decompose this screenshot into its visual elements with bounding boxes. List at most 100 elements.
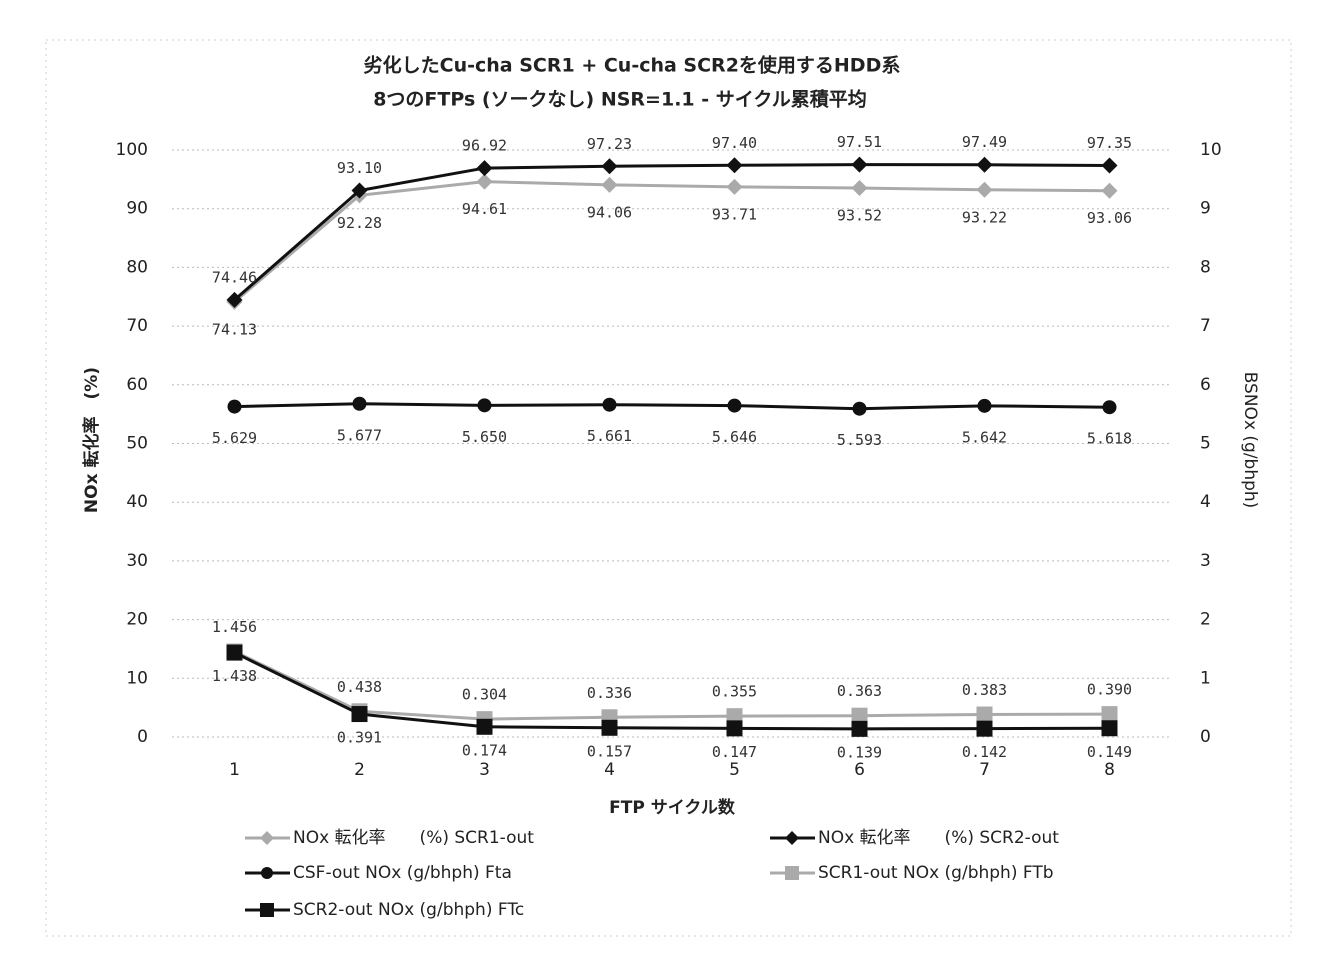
legend-marker <box>785 866 799 880</box>
marker <box>1102 720 1118 736</box>
y-tick-label: 100 <box>116 140 148 160</box>
y-tick-label: 70 <box>126 316 148 336</box>
marker <box>727 157 743 173</box>
x-tick-label: 1 <box>229 760 240 780</box>
y-tick-label: 80 <box>126 257 148 277</box>
legend-label: NOx 転化率 (%) SCR1-out <box>293 828 534 848</box>
y-tick-label: 60 <box>126 375 148 395</box>
legend-entry: SCR1-out NOx (g/bhph) FTb <box>770 863 1054 883</box>
y-tick-label: 10 <box>126 668 148 688</box>
marker <box>852 180 868 196</box>
marker <box>728 399 742 413</box>
marker <box>602 177 618 193</box>
data-label: 0.142 <box>962 743 1007 761</box>
data-label: 5.677 <box>337 426 382 444</box>
y2-tick-label: 5 <box>1200 434 1211 454</box>
data-label: 0.355 <box>712 683 757 701</box>
marker <box>478 398 492 412</box>
x-axis-label: FTP サイクル数 <box>609 797 736 818</box>
y-tick-label: 30 <box>126 551 148 571</box>
data-label: 1.456 <box>212 618 257 636</box>
legend-label: NOx 転化率 (%) SCR2-out <box>818 828 1059 848</box>
data-label: 1.438 <box>212 667 257 685</box>
data-label: 97.51 <box>837 133 882 151</box>
data-label: 92.28 <box>337 214 382 232</box>
marker <box>977 157 993 173</box>
data-label: 0.383 <box>962 681 1007 699</box>
x-tick-label: 4 <box>604 760 615 780</box>
chart-subtitle: 8つのFTPs (ソークなし) NSR=1.1 - サイクル累積平均 <box>373 88 867 111</box>
data-label: 97.23 <box>587 135 632 153</box>
y-tick-label: 0 <box>137 727 148 747</box>
data-label: 0.147 <box>712 743 757 761</box>
legend-entry: NOx 転化率 (%) SCR1-out <box>245 828 534 848</box>
legend-entry: SCR2-out NOx (g/bhph) FTc <box>245 900 524 920</box>
marker <box>977 707 993 723</box>
data-label: 97.40 <box>712 134 757 152</box>
data-label: 0.157 <box>587 742 632 760</box>
legend-marker <box>785 831 799 845</box>
marker <box>1102 183 1118 199</box>
y-tick-label: 90 <box>126 199 148 219</box>
marker <box>602 158 618 174</box>
data-label: 5.629 <box>212 429 257 447</box>
marker <box>228 400 242 414</box>
data-label: 93.52 <box>837 207 882 225</box>
data-label: 5.650 <box>462 428 507 446</box>
y2-tick-label: 4 <box>1200 492 1211 512</box>
marker <box>1103 400 1117 414</box>
y2-tick-label: 3 <box>1200 551 1211 571</box>
data-label: 0.336 <box>587 684 632 702</box>
marker <box>727 179 743 195</box>
x-tick-label: 2 <box>354 760 365 780</box>
y-tick-label: 50 <box>126 434 148 454</box>
marker <box>227 645 243 661</box>
data-label: 0.390 <box>1087 681 1132 699</box>
marker <box>1102 158 1118 174</box>
data-label: 0.391 <box>337 729 382 747</box>
y2-tick-label: 8 <box>1200 257 1211 277</box>
marker <box>852 157 868 173</box>
data-label: 74.46 <box>212 268 257 286</box>
data-label: 5.593 <box>837 431 882 449</box>
y2-axis-label: BSNOx (g/bhph) <box>1240 372 1260 509</box>
y2-tick-label: 0 <box>1200 727 1211 747</box>
legend-label: CSF-out NOx (g/bhph) Fta <box>293 863 512 883</box>
marker <box>477 719 493 735</box>
legend-marker <box>260 903 274 917</box>
marker <box>353 397 367 411</box>
legend-label: SCR1-out NOx (g/bhph) FTb <box>818 863 1054 883</box>
data-label: 0.304 <box>462 686 507 704</box>
x-tick-label: 5 <box>729 760 740 780</box>
data-label: 93.06 <box>1087 209 1132 227</box>
marker <box>853 402 867 416</box>
y2-tick-label: 10 <box>1200 140 1222 160</box>
y2-tick-label: 2 <box>1200 610 1211 630</box>
data-label: 5.646 <box>712 428 757 446</box>
marker <box>978 399 992 413</box>
legend-label: SCR2-out NOx (g/bhph) FTc <box>293 900 524 920</box>
data-label: 0.174 <box>462 741 507 759</box>
data-label: 94.06 <box>587 203 632 221</box>
data-label: 5.661 <box>587 427 632 445</box>
data-label: 97.49 <box>962 133 1007 151</box>
marker <box>477 160 493 176</box>
marker <box>852 721 868 737</box>
marker <box>977 721 993 737</box>
data-label: 93.10 <box>337 159 382 177</box>
x-tick-label: 3 <box>479 760 490 780</box>
y2-tick-label: 1 <box>1200 668 1211 688</box>
legend-marker <box>260 831 274 845</box>
x-tick-label: 6 <box>854 760 865 780</box>
legend-entry: CSF-out NOx (g/bhph) Fta <box>245 863 512 883</box>
y-tick-label: 40 <box>126 492 148 512</box>
marker <box>352 706 368 722</box>
data-label: 97.35 <box>1087 134 1132 152</box>
data-label: 0.363 <box>837 682 882 700</box>
legend-entry: NOx 転化率 (%) SCR2-out <box>770 828 1059 848</box>
data-label: 93.22 <box>962 208 1007 226</box>
data-label: 93.71 <box>712 205 757 223</box>
data-label: 74.13 <box>212 320 257 338</box>
data-label: 5.642 <box>962 428 1007 446</box>
